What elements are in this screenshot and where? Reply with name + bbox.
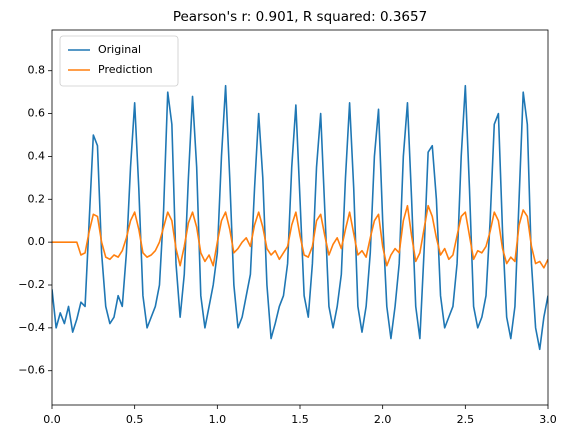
series-line xyxy=(52,204,548,269)
y-tick-label: −0.6 xyxy=(18,364,45,377)
legend-box xyxy=(59,35,179,87)
legend-label: Original xyxy=(98,43,141,56)
plot-frame xyxy=(51,29,549,406)
y-tick-label: 0.2 xyxy=(28,192,46,205)
series-line xyxy=(52,84,548,351)
x-tick-label: 0.0 xyxy=(43,413,61,426)
y-tick-label: −0.2 xyxy=(18,278,45,291)
y-tick-label: 0.0 xyxy=(28,235,46,248)
legend-label: Prediction xyxy=(98,63,153,76)
y-tick-label: 0.4 xyxy=(28,149,46,162)
x-tick-label: 3.0 xyxy=(539,413,557,426)
x-tick-label: 1.5 xyxy=(291,413,309,426)
x-tick-label: 2.5 xyxy=(457,413,475,426)
x-tick-label: 0.5 xyxy=(126,413,144,426)
y-tick-label: −0.4 xyxy=(18,321,45,334)
x-tick-label: 1.0 xyxy=(209,413,227,426)
y-tick-label: 0.6 xyxy=(28,107,46,120)
y-tick-label: 0.8 xyxy=(28,64,46,77)
chart-title: Pearson's r: 0.901, R squared: 0.3657 xyxy=(173,9,427,25)
x-tick-label: 2.0 xyxy=(374,413,392,426)
